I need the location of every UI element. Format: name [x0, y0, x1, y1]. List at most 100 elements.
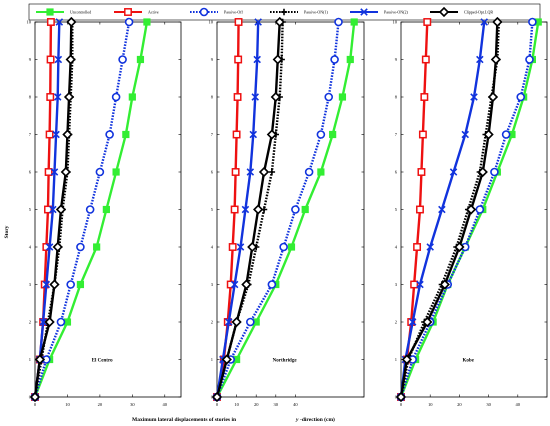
data-point-Uncontrolled-8	[128, 93, 136, 101]
data-point-Passive-ON(2)-4	[236, 243, 245, 251]
panel-title: El Centro	[92, 359, 113, 364]
data-point-Clipped-Opt.LQR-6	[60, 166, 71, 178]
data-point-Clipped-Opt.LQR-5	[55, 204, 67, 215]
data-point-Clipped-Opt.LQR-6	[477, 166, 488, 178]
data-point-Passive-ON(2)-8	[53, 93, 62, 101]
y-tick-label: 3	[29, 282, 32, 287]
y-tick-label: 10	[393, 20, 398, 25]
data-point-Active-7	[418, 130, 427, 139]
x-tick-label: 30	[130, 402, 135, 407]
data-point-Clipped-Opt.LQR-6	[258, 166, 270, 178]
data-point-Passive-Off-9	[525, 55, 534, 64]
panel-title: Kobe	[462, 359, 474, 364]
data-point-Clipped-Opt.LQR-10	[274, 16, 285, 28]
data-point-Clipped-Opt.LQR-4	[454, 241, 465, 253]
data-point-Uncontrolled-7	[122, 130, 130, 139]
data-point-Clipped-Opt.LQR-9	[65, 54, 76, 65]
y-tick-label: 6	[29, 170, 32, 175]
y-tick-label: 7	[211, 132, 214, 137]
data-point-Passive-ON(2)-8	[251, 93, 259, 101]
data-point-Uncontrolled-5	[102, 205, 110, 214]
data-point-Active-5	[416, 205, 424, 214]
x-tick-label: 40	[163, 402, 168, 407]
data-point-Active-7	[45, 130, 54, 139]
y-tick-label: 1	[29, 357, 31, 362]
y-tick-label: 9	[29, 57, 32, 62]
data-point-Passive-Off-9	[330, 55, 339, 64]
data-point-Passive-ON(2)-2	[408, 318, 417, 326]
data-point-Passive-Off-7	[105, 130, 114, 139]
data-point-Passive-ON(2)-9	[54, 55, 63, 64]
y-tick-label: 8	[211, 95, 214, 100]
data-point-Clipped-Opt.LQR-4	[247, 241, 258, 253]
panel-title: Northridge	[273, 359, 298, 364]
data-point-Clipped-Opt.LQR-9	[490, 54, 502, 65]
legend-marker-4	[360, 8, 368, 16]
data-point-Active-8	[46, 93, 55, 101]
data-point-Passive-Off-6	[490, 167, 499, 177]
legend-label-1: Active	[148, 10, 159, 15]
data-point-Clipped-Opt.LQR-8	[63, 91, 75, 103]
data-point-Passive-Off-6	[304, 167, 314, 177]
data-point-Active-7	[232, 130, 241, 139]
data-point-Uncontrolled-9	[346, 55, 354, 64]
data-point-Uncontrolled-8	[338, 93, 347, 101]
data-point-Passive-Off-5	[291, 205, 300, 214]
data-point-Passive-ON(2)-10	[254, 18, 262, 26]
data-point-Active-10	[46, 18, 55, 26]
data-point-Passive-Off-7	[501, 130, 511, 139]
data-point-Passive-Off-5	[85, 205, 95, 214]
data-point-Passive-Off-9	[118, 55, 127, 64]
data-point-Passive-ON(2)-9	[253, 55, 261, 64]
x-tick-label: 0	[400, 402, 403, 407]
data-point-Uncontrolled-6	[112, 168, 120, 176]
data-point-Active-9	[234, 55, 243, 64]
panel-0: 012345678910010203040El Centro	[27, 16, 182, 407]
data-point-Passive-Off-8	[111, 92, 121, 102]
data-point-Passive-Off-2	[246, 317, 255, 327]
data-point-Clipped-Opt.LQR-8	[487, 91, 499, 103]
y-tick-label: 7	[395, 132, 398, 137]
y-tick-label: 7	[29, 132, 32, 137]
data-point-Active-6	[44, 168, 53, 176]
data-point-Clipped-Opt.LQR-2	[422, 316, 433, 328]
data-point-Clipped-Opt.LQR-9	[272, 54, 283, 65]
data-point-Uncontrolled-7	[329, 130, 337, 139]
data-point-Active-6	[231, 168, 240, 176]
data-point-Clipped-Opt.LQR-1	[401, 354, 412, 365]
data-point-Clipped-Opt.LQR-1	[34, 354, 45, 365]
y-tick-label: 10	[209, 20, 214, 25]
y-tick-label: 3	[395, 282, 398, 287]
data-point-Passive-Off-3	[66, 280, 75, 289]
y-tick-label: 5	[211, 207, 214, 212]
data-point-Passive-ON(2)-10	[55, 18, 64, 26]
data-point-Passive-ON(2)-3	[416, 280, 424, 289]
data-point-Active-9	[46, 55, 55, 64]
y-tick-label: 2	[211, 320, 213, 325]
data-point-Passive-Off-3	[267, 280, 277, 289]
y-tick-label: 5	[29, 207, 32, 212]
x-tick-label: 0	[34, 402, 37, 407]
data-point-Passive-ON(2)-4	[426, 243, 434, 251]
legend-marker-2	[199, 7, 209, 17]
data-point-Passive-ON(2)-5	[49, 205, 57, 214]
y-tick-label: 5	[395, 207, 398, 212]
data-point-Clipped-Opt.LQR-5	[465, 204, 477, 215]
data-point-Clipped-Opt.LQR-10	[66, 16, 77, 28]
data-point-Passive-ON(2)-6	[50, 168, 59, 176]
data-point-Passive-Off-2	[56, 317, 66, 327]
x-tick-label: 10	[234, 402, 239, 407]
data-point-Passive-Off-4	[279, 242, 288, 252]
y-axis-label: Story	[4, 225, 10, 238]
legend-label-0: Uncontrolled	[70, 10, 91, 15]
legend-label-5: Clipped-Opt.LQR	[464, 10, 493, 15]
x-tick-label: 20	[457, 402, 462, 407]
data-point-Clipped-Opt.LQR-2	[44, 316, 55, 328]
data-point-Clipped-Opt.LQR-1	[221, 354, 232, 365]
data-point-Passive-Off-10	[334, 17, 343, 27]
legend-marker-5	[438, 6, 450, 18]
y-tick-label: 2	[29, 320, 31, 325]
data-point-Uncontrolled-10	[350, 18, 358, 26]
x-axis-label: Maximum lateral displacements of stories…	[132, 417, 236, 423]
